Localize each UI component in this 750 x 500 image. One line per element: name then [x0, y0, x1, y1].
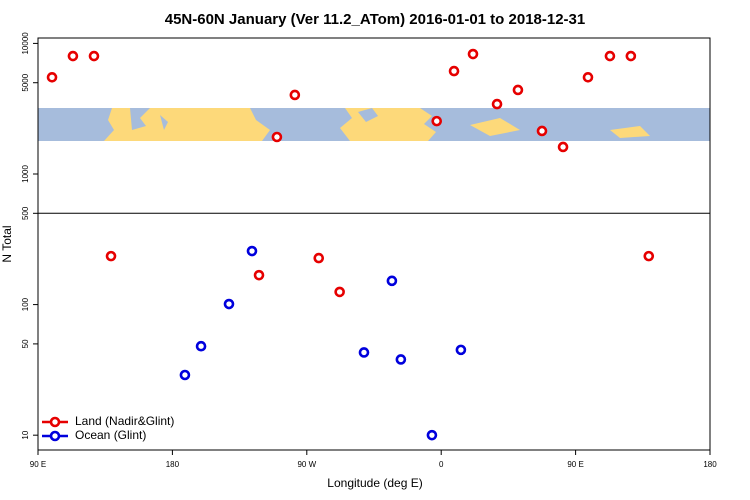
point: [491, 98, 503, 110]
point: [455, 344, 467, 356]
point: [386, 275, 398, 287]
point: [448, 65, 460, 77]
y-axis-label: N Total: [0, 225, 14, 262]
legend-label: Land (Nadir&Glint): [75, 414, 174, 428]
point: [67, 50, 79, 62]
point: [643, 250, 655, 262]
point: [195, 340, 207, 352]
y-tick-label: 5000: [21, 73, 30, 91]
point: [467, 48, 479, 60]
chart-title: 45N-60N January (Ver 11.2_ATom) 2016-01-…: [165, 11, 586, 28]
point: [88, 50, 100, 62]
point: [105, 250, 117, 262]
point: [426, 429, 438, 441]
y-tick-label: 50: [21, 339, 30, 348]
map-strip: [38, 108, 710, 141]
point: [223, 298, 235, 310]
point: [358, 347, 370, 358]
point: [557, 141, 569, 153]
x-tick-label: 90 W: [297, 460, 316, 469]
legend-marker: [49, 416, 61, 428]
y-tick-label: 1000: [21, 165, 30, 183]
point: [582, 72, 594, 83]
y-tick-label: 10: [21, 430, 30, 439]
x-axis-label: Longitude (deg E): [327, 476, 422, 490]
point: [46, 72, 58, 83]
point: [313, 252, 325, 264]
point: [395, 354, 407, 365]
point: [625, 50, 637, 62]
legend-marker: [49, 430, 61, 442]
point: [253, 269, 265, 281]
x-tick-label: 180: [703, 460, 717, 469]
point: [512, 84, 524, 96]
x-tick-label: 90 E: [30, 460, 46, 469]
point: [271, 131, 283, 143]
y-tick-label: 10000: [21, 32, 30, 55]
x-tick-label: 0: [439, 460, 444, 469]
y-tick-label: 500: [21, 206, 30, 220]
point: [536, 125, 548, 137]
x-tick-label: 90 E: [567, 460, 583, 469]
point: [334, 286, 345, 298]
x-tick-label: 180: [166, 460, 180, 469]
point: [431, 115, 443, 127]
y-tick-label: 100: [21, 297, 30, 311]
point: [289, 89, 301, 101]
legend-label: Ocean (Glint): [75, 428, 146, 442]
point: [604, 50, 616, 62]
plot-frame: [37, 37, 711, 451]
point: [179, 369, 191, 381]
point: [246, 245, 258, 257]
